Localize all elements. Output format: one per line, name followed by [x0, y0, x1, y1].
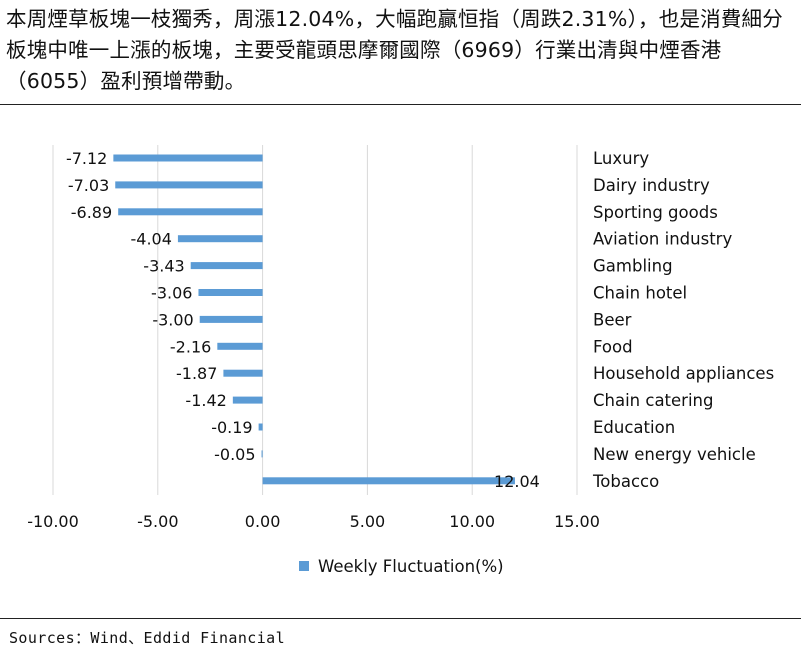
bar: [198, 289, 263, 296]
x-tick-label: 0.00: [245, 512, 281, 531]
category-label: Gambling: [593, 257, 673, 276]
x-tick-label: -5.00: [137, 512, 178, 531]
bottom-divider: [0, 618, 801, 619]
category-label: Tobacco: [592, 472, 659, 491]
bar-value-label: 12.04: [494, 472, 540, 491]
bar: [223, 369, 263, 377]
category-label: Household appliances: [593, 364, 774, 383]
bar-value-label: -7.03: [68, 176, 109, 195]
category-label: Aviation industry: [593, 230, 732, 249]
bar: [115, 181, 263, 189]
source-note: Sources：Wind、Eddid Financial: [9, 629, 285, 647]
bar: [190, 262, 263, 270]
headline-text: 本周煙草板塊一枝獨秀，周漲12.04%，大幅跑贏恒指（周跌2.31%），也是消費…: [6, 7, 783, 93]
bar-chart: -7.12 -7.03 -6.89 -4.04 -3.43 -3.06 -3.00 -2.16…: [27, 145, 774, 576]
bar: [232, 396, 263, 404]
bar: [261, 450, 263, 458]
bar: [199, 315, 263, 323]
category-label: Dairy industry: [593, 176, 710, 195]
bar: [177, 235, 263, 243]
bar-value-label: -2.16: [170, 337, 211, 356]
bar-value-label: -6.89: [71, 203, 112, 222]
category-label: Education: [593, 418, 675, 437]
category-label: Chain catering: [593, 391, 713, 410]
x-tick-label: 5.00: [350, 512, 386, 531]
category-label: Sporting goods: [593, 203, 718, 222]
x-tick-label: 10.00: [449, 512, 495, 531]
bar: [258, 423, 263, 431]
category-label: Luxury: [593, 149, 649, 168]
bar: [118, 208, 263, 216]
category-label: Chain hotel: [593, 284, 687, 303]
bar-value-label: -3.43: [143, 257, 184, 276]
bar-value-label: -3.00: [152, 310, 193, 329]
x-tick-label: -10.00: [27, 512, 79, 531]
legend-swatch: [299, 561, 309, 571]
category-label: Beer: [593, 310, 632, 329]
legend-label: Weekly Fluctuation(%): [318, 557, 504, 576]
x-tick-label: 15.00: [554, 512, 600, 531]
bar-value-label: -4.04: [131, 230, 172, 249]
category-label: New energy vehicle: [593, 445, 756, 464]
top-divider: [0, 104, 801, 105]
bar-value-label: -1.42: [185, 391, 226, 410]
bar-value-label: -0.19: [211, 418, 252, 437]
bar-value-label: -0.05: [214, 445, 255, 464]
bar-value-label: -1.87: [176, 364, 217, 383]
bar-value-label: -7.12: [66, 149, 107, 168]
bar: [113, 154, 263, 162]
category-label: Food: [593, 337, 633, 356]
bar: [262, 477, 515, 485]
bar-value-label: -3.06: [151, 284, 192, 303]
bar: [217, 342, 263, 350]
